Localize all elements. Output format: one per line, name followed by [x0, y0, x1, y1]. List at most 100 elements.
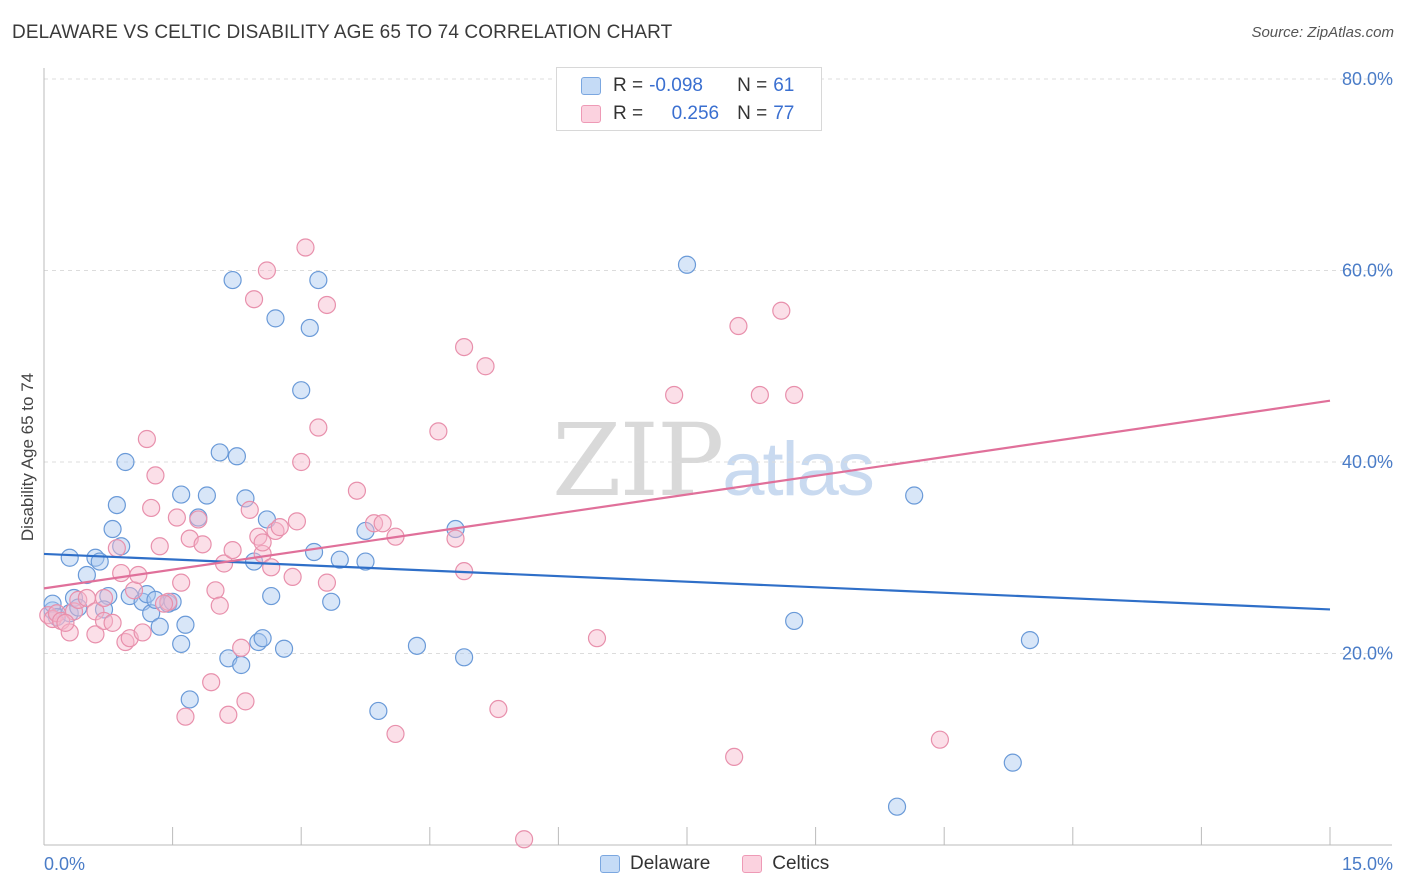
point-celtics	[253, 533, 272, 552]
point-celtics	[103, 613, 122, 632]
y-tick-label: 80.0%	[1342, 69, 1393, 89]
legend-swatch-delaware	[600, 855, 620, 873]
legend-swatch-celtics	[742, 855, 763, 873]
point-celtics	[150, 537, 169, 556]
legend-row-delaware: R = -0.098 N = 61	[581, 73, 794, 99]
point-delaware	[322, 592, 341, 611]
point-delaware	[356, 552, 375, 571]
watermark: ZIPatlas	[552, 402, 875, 519]
point-delaware	[274, 639, 294, 658]
point-delaware	[369, 701, 388, 721]
point-celtics	[317, 295, 337, 315]
y-tick-label: 40.0%	[1342, 452, 1393, 472]
point-delaware	[1020, 630, 1040, 650]
stats-legend: R = -0.098 N = 61 R = 0.256 N = 77	[556, 67, 822, 131]
point-celtics	[236, 692, 255, 711]
legend-n-value: 61	[773, 75, 795, 96]
point-delaware	[116, 452, 135, 472]
point-delaware	[253, 629, 272, 648]
y-tick-label: 60.0%	[1342, 261, 1393, 281]
legend-r-value: 0.256	[671, 103, 720, 124]
point-delaware	[103, 519, 122, 539]
point-delaware	[300, 318, 319, 338]
point-delaware	[142, 604, 161, 623]
point-celtics	[454, 338, 474, 357]
point-celtics	[515, 830, 534, 849]
legend-n-value: 77	[773, 103, 795, 124]
point-delaware	[232, 655, 251, 675]
point-delaware	[785, 611, 804, 631]
point-celtics	[283, 567, 302, 587]
point-celtics	[176, 707, 195, 726]
point-celtics	[240, 500, 259, 519]
point-celtics	[930, 730, 950, 749]
point-celtics	[202, 673, 221, 692]
legend-r-label: R =	[613, 75, 644, 96]
point-delaware	[304, 542, 324, 562]
point-delaware	[107, 495, 126, 515]
point-celtics	[219, 705, 238, 724]
point-celtics	[729, 316, 748, 336]
point-delaware	[210, 443, 229, 462]
point-delaware	[677, 255, 697, 274]
point-celtics	[210, 596, 229, 615]
point-delaware	[887, 797, 907, 816]
legend-row-celtics: R = 0.256 N = 77	[581, 101, 794, 127]
point-delaware	[905, 486, 924, 505]
point-celtics	[587, 629, 607, 648]
legend-n-label: N =	[737, 103, 768, 124]
point-celtics	[206, 581, 225, 600]
point-delaware	[172, 485, 191, 504]
point-delaware	[176, 615, 195, 634]
point-celtics	[489, 699, 508, 719]
point-delaware	[266, 309, 285, 328]
point-celtics	[142, 498, 161, 518]
point-delaware	[197, 486, 216, 505]
point-delaware	[43, 594, 62, 613]
point-celtics	[287, 512, 307, 531]
x-tick-label: 15.0%	[1342, 854, 1393, 874]
point-delaware	[330, 550, 349, 569]
point-celtics	[86, 625, 105, 644]
point-celtics	[167, 508, 186, 527]
point-celtics	[347, 481, 367, 500]
point-celtics	[146, 466, 165, 485]
point-delaware	[1003, 753, 1022, 772]
point-delaware	[172, 634, 191, 654]
point-celtics	[193, 535, 212, 554]
point-delaware	[454, 648, 474, 667]
point-celtics	[725, 747, 744, 767]
point-delaware	[77, 565, 96, 585]
point-celtics	[257, 261, 277, 280]
point-celtics	[785, 385, 804, 405]
point-celtics	[223, 540, 242, 560]
y-axis-label: Disability Age 65 to 74	[18, 373, 37, 541]
legend-swatch-delaware	[581, 77, 601, 95]
point-celtics	[107, 539, 126, 558]
point-celtics	[262, 558, 281, 577]
series-legend: Delaware Celtics	[600, 851, 861, 877]
trend-line-celtics	[43, 399, 1331, 590]
point-celtics	[137, 429, 156, 449]
point-celtics	[189, 510, 208, 529]
point-celtics	[60, 623, 79, 642]
point-delaware	[180, 690, 199, 709]
legend-swatch-celtics	[581, 105, 601, 123]
legend-r-value: -0.098	[649, 75, 703, 96]
legend-item-celtics: Celtics	[742, 853, 829, 875]
legend-n-label: N =	[737, 75, 768, 96]
legend-r-label: R =	[613, 103, 644, 124]
watermark-zip: ZIP	[552, 402, 724, 519]
point-celtics	[56, 613, 75, 632]
legend-label-delaware: Delaware	[630, 853, 711, 874]
point-celtics	[94, 588, 114, 608]
source-label: Source: ZipAtlas.com	[1251, 24, 1394, 41]
trend-line-delaware	[43, 552, 1331, 611]
point-celtics	[772, 301, 791, 320]
point-celtics	[373, 514, 392, 533]
y-tick-label: 20.0%	[1342, 644, 1393, 664]
point-celtics	[232, 638, 251, 657]
point-celtics	[665, 385, 684, 405]
point-delaware	[309, 270, 328, 290]
